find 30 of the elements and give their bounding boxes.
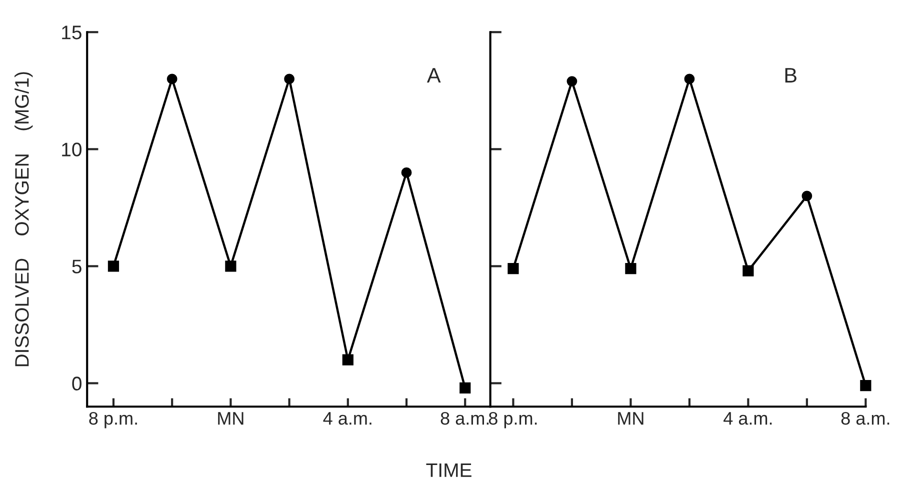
- point: [460, 382, 471, 394]
- y-tick-label: 5: [72, 260, 82, 274]
- x-tick-label: 8 a.m.: [841, 412, 890, 425]
- y-tick-label: 10: [62, 142, 82, 156]
- point: [566, 76, 578, 86]
- annotation: A: [426, 68, 441, 82]
- point: [625, 262, 636, 274]
- y-tick-label: 15: [62, 26, 82, 40]
- point: [166, 74, 178, 84]
- point: [802, 190, 812, 202]
- x-tick-label: 8 p.m.: [89, 412, 137, 428]
- point: [508, 262, 519, 274]
- y-axis-title: DISSOLVED OXYGEN (MG/1): [14, 72, 33, 366]
- x-tick-label: 8 a.m.: [440, 412, 489, 425]
- x-tick-label: 8 p.m.: [488, 412, 537, 428]
- x-axis-title: TIME: [426, 464, 472, 477]
- x-tick-label: MN: [618, 412, 644, 425]
- point: [742, 265, 754, 276]
- x-tick-label: 4 a.m.: [724, 412, 772, 425]
- y-tick-label: 0: [72, 376, 82, 390]
- x-tick-label: MN: [218, 412, 244, 425]
- x-tick-label: 4 a.m.: [323, 412, 372, 425]
- point: [401, 167, 412, 178]
- point: [225, 260, 236, 272]
- point: [284, 74, 294, 84]
- point: [108, 260, 120, 272]
- point: [342, 354, 354, 366]
- point: [684, 74, 695, 84]
- point: [860, 380, 872, 392]
- annotation: B: [785, 68, 796, 82]
